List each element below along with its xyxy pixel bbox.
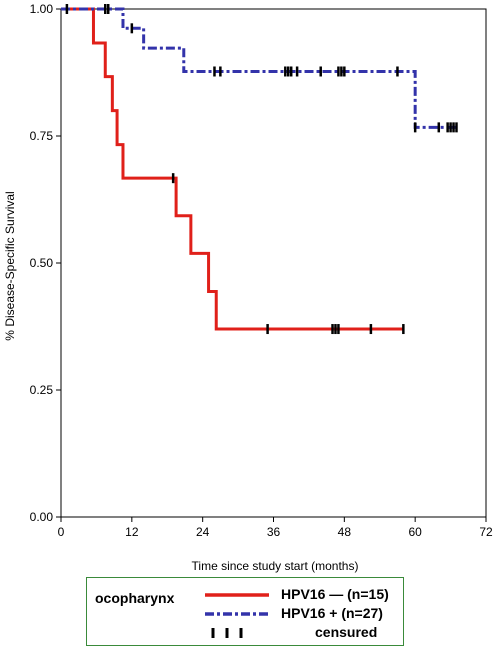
y-tick-label: 0.00 [30, 510, 54, 524]
legend-label-hpv-negative: HPV16 — (n=15) [281, 586, 389, 602]
y-tick-label: 1.00 [30, 2, 54, 16]
y-tick-label: 0.50 [30, 256, 54, 270]
y-tick-label: 0.75 [30, 129, 54, 143]
survival-curve-hpv-negative [61, 7, 404, 331]
legend-title: ocopharynx [95, 590, 175, 606]
x-tick-label: 36 [267, 525, 281, 539]
legend-label-hpv-positive: HPV16 + (n=27) [281, 605, 383, 621]
chart-censor-marks [65, 4, 458, 335]
x-tick-label: 48 [338, 525, 352, 539]
survival-curve-hpv-positive [61, 7, 457, 129]
plot-frame [60, 8, 487, 518]
x-tick-label: 0 [58, 525, 65, 539]
legend-swatch-hpv-positive [205, 612, 269, 616]
x-axis-label: Time since study start (months) [192, 559, 359, 573]
x-tick-label: 24 [196, 525, 210, 539]
legend-censor-marks [211, 628, 243, 638]
chart-curves [61, 7, 457, 331]
legend-label-censored: censured [315, 624, 378, 640]
legend-swatch-hpv-negative [205, 593, 269, 597]
x-tick-label: 60 [408, 525, 422, 539]
chart-legend: ocopharynx HPV16 — (n=15) HPV16 + (n=27)… [86, 577, 404, 646]
x-tick-label: 12 [125, 525, 139, 539]
y-axis-label: % Disease-Specific Survival [3, 191, 17, 340]
y-tick-label: 0.25 [30, 383, 54, 397]
chart-axes: 0 12 24 36 48 60 72 0.00 0.25 0.50 0.75 1.00 [30, 2, 493, 539]
x-tick-label: 72 [479, 525, 493, 539]
